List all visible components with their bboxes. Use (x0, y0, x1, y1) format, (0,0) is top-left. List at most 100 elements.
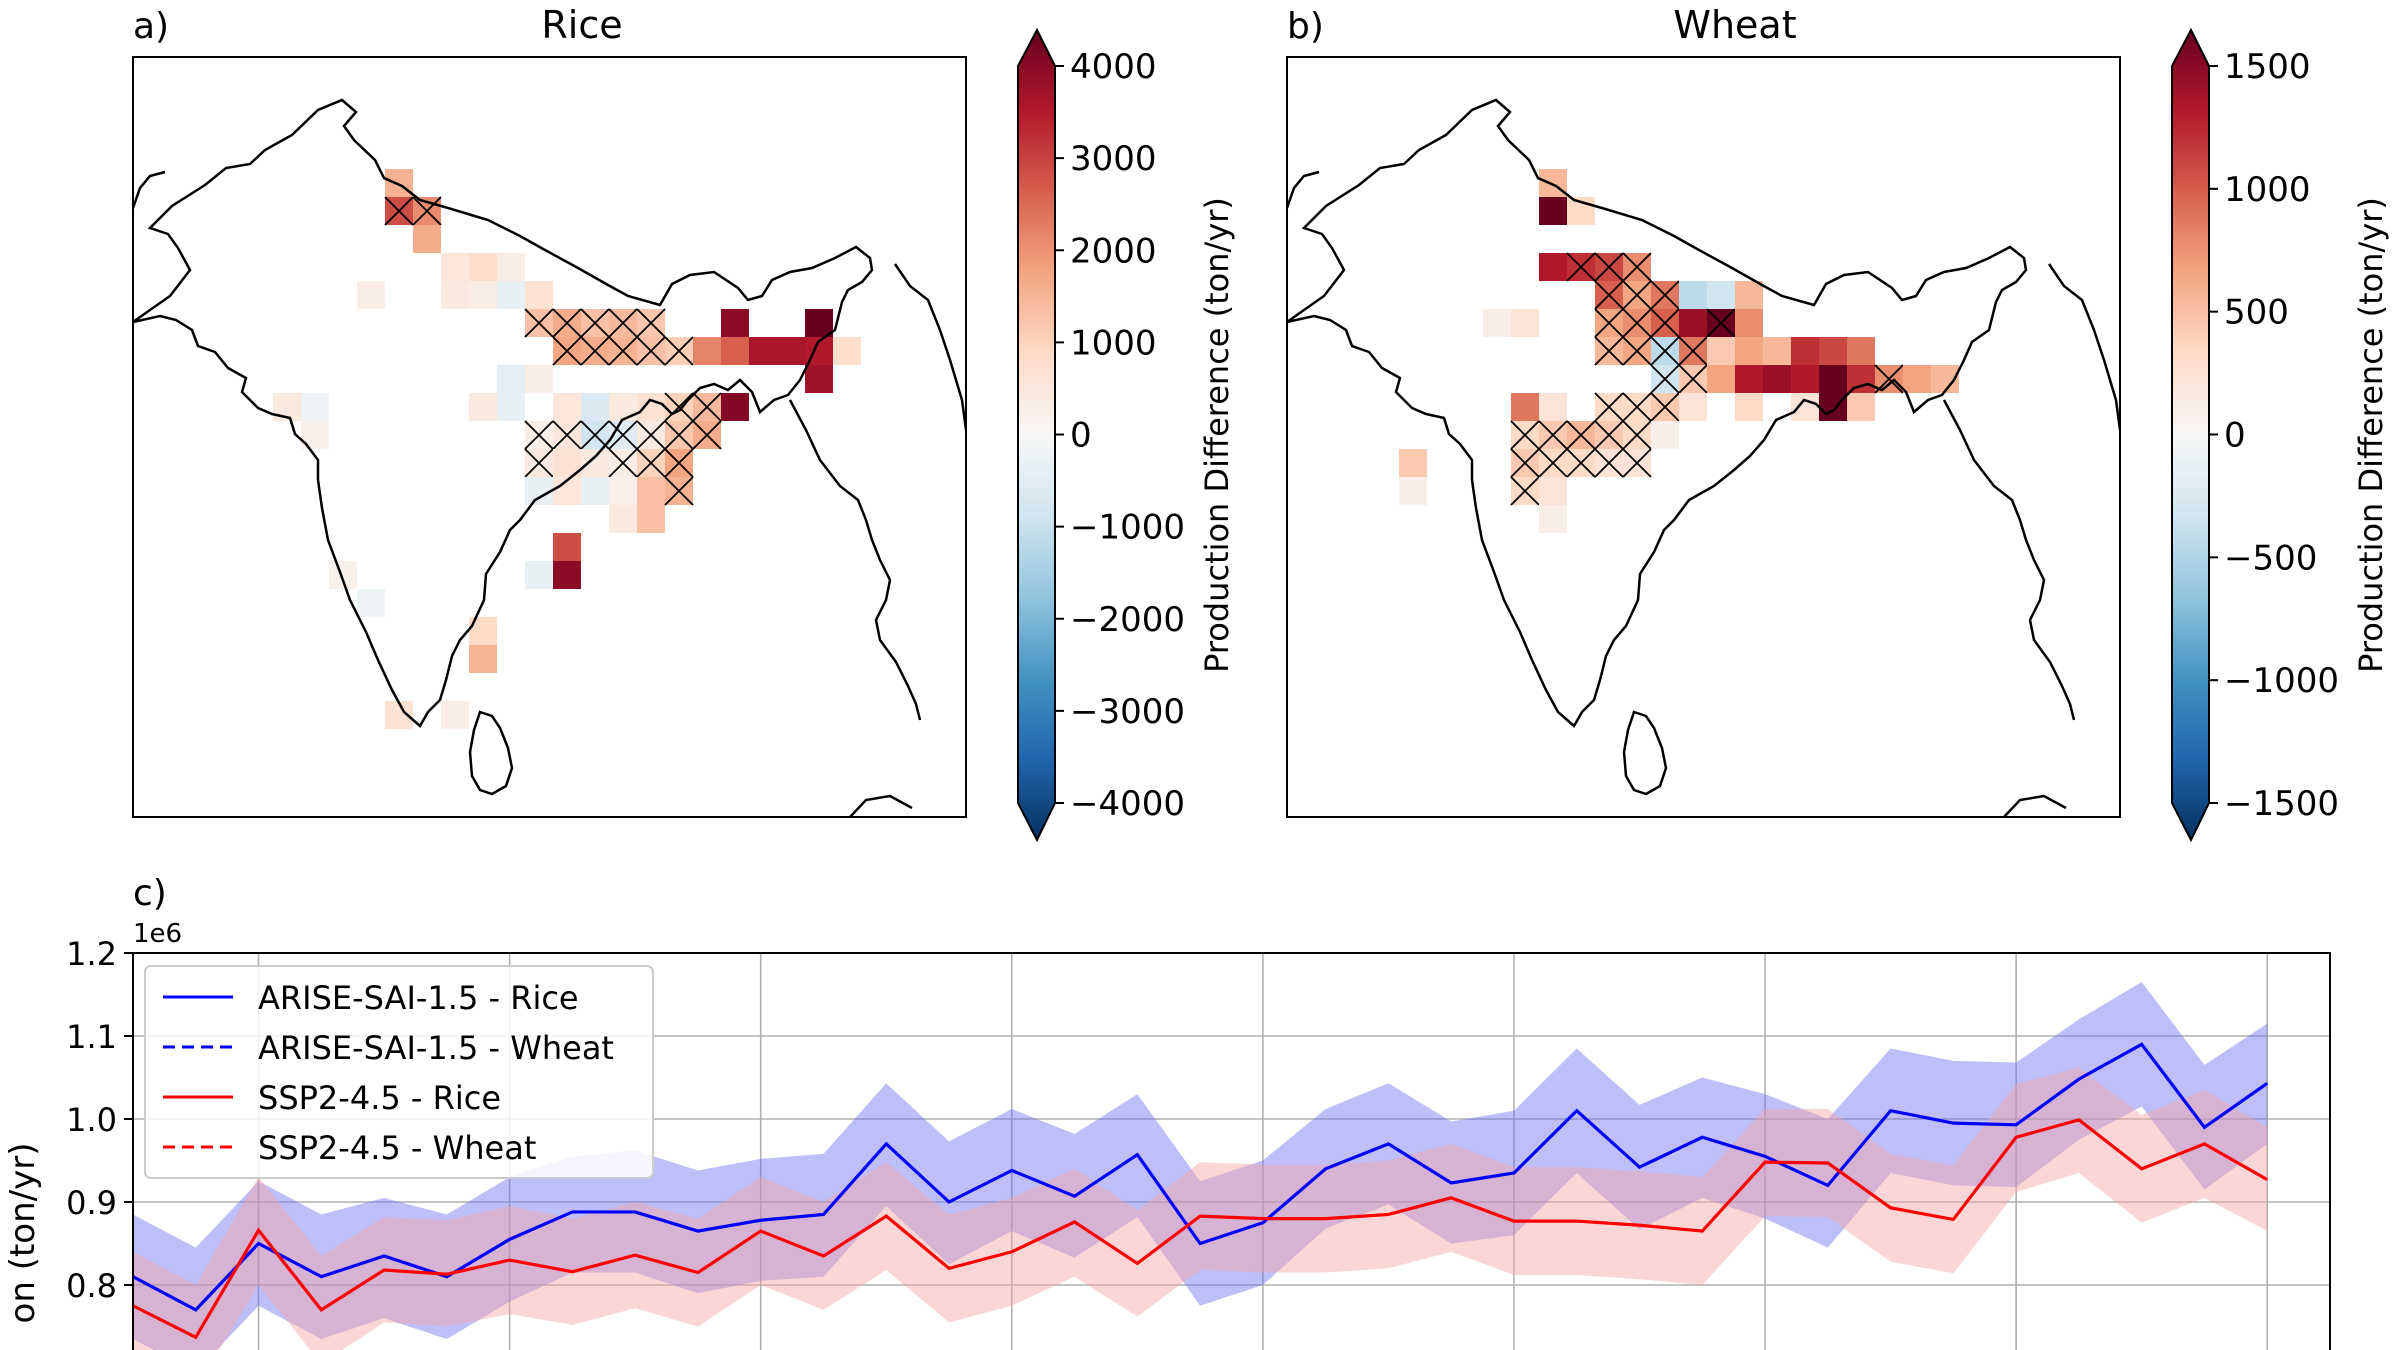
y-tick-label: 1.2 (66, 935, 117, 973)
colorbar-tick-label: −500 (2224, 538, 2317, 578)
y-ticks: 0.8 0.9 1.0 1.1 1.2 (66, 935, 133, 1305)
significance-hatch (1650, 364, 1680, 394)
map-cell (553, 533, 581, 561)
panel-b-label: b) (1287, 6, 1324, 47)
significance-hatch (1706, 308, 1736, 338)
map-cell (497, 281, 525, 309)
colorbar-tick-label: −1500 (2224, 784, 2339, 824)
map-cell (581, 449, 609, 477)
significance-hatch (1622, 252, 1652, 282)
significance-hatch (1594, 336, 1624, 366)
significance-hatch (608, 448, 638, 478)
panel-a: a) Rice 4000 3000 2000 1000 0 −1000 −2000 −3000… (132, 3, 1236, 843)
map-cell (469, 281, 497, 309)
map-cell (1791, 337, 1819, 365)
significance-hatch (1622, 308, 1652, 338)
significance-hatch (552, 336, 582, 366)
significance-hatch (1678, 364, 1708, 394)
significance-hatch (608, 308, 638, 338)
map-cell (1791, 365, 1819, 393)
uncertainty-band (133, 1067, 2268, 1350)
significance-hatch (580, 420, 610, 450)
significance-hatch (1594, 308, 1624, 338)
panel-a-frame (132, 56, 967, 818)
legend-label-ssp-rice: SSP2-4.5 - Rice (258, 1079, 501, 1117)
significance-hatch (664, 392, 694, 422)
map-cell (609, 505, 637, 533)
significance-hatch (1510, 448, 1540, 478)
significance-hatch (384, 196, 414, 226)
map-cell (469, 253, 497, 281)
significance-hatch (1650, 336, 1680, 366)
colorbar-b-ticks: 1500 1000 500 0 −500 −1000 −1500 (2209, 47, 2339, 824)
significance-hatch (1622, 280, 1652, 310)
panel-c-label: c) (133, 873, 167, 914)
significance-hatch (524, 448, 554, 478)
map-cell (1539, 477, 1567, 505)
legend-label-arise-wheat: ARISE-SAI-1.5 - Wheat (258, 1029, 614, 1067)
map-cell (721, 393, 749, 421)
map-cell (525, 365, 553, 393)
map-cell (1847, 393, 1875, 421)
map-cell (469, 645, 497, 673)
significance-hatch (552, 308, 582, 338)
significance-hatch (1510, 420, 1540, 450)
colorbar-a-bar (1017, 27, 1056, 843)
significance-hatch (1594, 448, 1624, 478)
panel-b: b) Wheat 1500 1000 500 0 −500 −1000 −1500 Prod… (1286, 3, 2390, 843)
map-cell (1511, 393, 1539, 421)
map-cell (1679, 309, 1707, 337)
colorbar-tick-label: −1000 (1070, 508, 1185, 548)
significance-hatch (580, 336, 610, 366)
legend-box (144, 965, 654, 1179)
map-cell (1539, 197, 1567, 225)
uncertainty-band (133, 982, 2268, 1350)
series-line (133, 1118, 2269, 1340)
map-cell (581, 393, 609, 421)
map-cell (1707, 337, 1735, 365)
significance-hatch (1622, 420, 1652, 450)
map-cell (1763, 337, 1791, 365)
y-tick-label: 1.1 (66, 1018, 117, 1056)
colorbar-tick-label: 1000 (2224, 170, 2311, 210)
map-cell (357, 589, 385, 617)
map-cell (581, 477, 609, 505)
y-tick-label: 1.0 (66, 1101, 117, 1139)
map-cell (609, 393, 637, 421)
map-cell (1903, 365, 1931, 393)
significance-hatch (1622, 336, 1652, 366)
significance-hatch (608, 420, 638, 450)
map-cell (1539, 505, 1567, 533)
map-cell (1399, 477, 1427, 505)
map-cell (441, 281, 469, 309)
map-cell (1735, 365, 1763, 393)
map-cell (833, 337, 861, 365)
map-cell (1511, 309, 1539, 337)
offset-label: 1e6 (133, 919, 182, 949)
colorbar-tick-label: −4000 (1070, 784, 1185, 824)
map-cell (357, 281, 385, 309)
colorbar-b-label: Production Difference (ton/yr) (2352, 197, 2390, 673)
significance-hatch (636, 308, 666, 338)
map-cell (553, 561, 581, 589)
significance-hatch (412, 196, 442, 226)
colorbar-tick-label: −3000 (1070, 692, 1185, 732)
map-cell (1679, 393, 1707, 421)
map-cell (721, 309, 749, 337)
map-cell (525, 561, 553, 589)
significance-hatch (1594, 280, 1624, 310)
map-cell (441, 701, 469, 729)
map-cell (1791, 393, 1819, 421)
map-cell (1735, 281, 1763, 309)
map-cell (1651, 421, 1679, 449)
significance-hatch (1650, 392, 1680, 422)
colorbar-a-ticks: 4000 3000 2000 1000 0 −1000 −2000 −3000 −4000 (1055, 47, 1185, 824)
significance-hatch (636, 448, 666, 478)
map-cell (469, 393, 497, 421)
myanmar-coast (1942, 399, 2076, 721)
colorbar-tick-label: −1000 (2224, 661, 2339, 701)
y-axis-label: on (ton/yr) (3, 1143, 43, 1324)
map-cell (637, 505, 665, 533)
significance-hatch (608, 336, 638, 366)
